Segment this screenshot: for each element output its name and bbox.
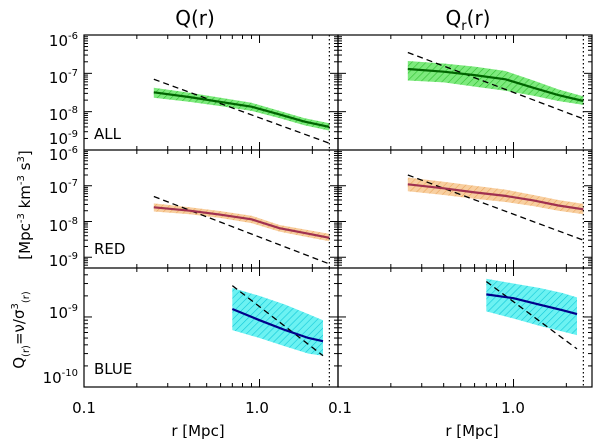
y-tick-label: 10-6 <box>49 31 78 50</box>
y-axis-label-q: Q(r)=ν/σ3(r) <box>10 291 32 369</box>
x-tick-label: 1.0 <box>245 399 269 417</box>
y-tick-label: 10-8 <box>49 105 78 124</box>
series-line <box>486 293 578 316</box>
y-tick-label: 10-9 <box>49 129 78 148</box>
error-band <box>486 278 577 336</box>
y-axis-label-units: [Mpc-3 km-3 s3] <box>16 150 34 259</box>
column-title-right: Qr(r) <box>446 6 491 34</box>
error-band <box>407 61 584 105</box>
row-label-blue: BLUE <box>94 360 132 378</box>
row-label-all: ALL <box>94 125 122 143</box>
x-axis-label-left: r [Mpc] <box>171 422 224 440</box>
column-title-left: Q(r) <box>175 6 215 30</box>
error-band <box>153 203 330 242</box>
row-label-red: RED <box>94 240 125 258</box>
series-line <box>407 67 584 103</box>
series-line <box>231 307 324 343</box>
x-tick-label: 1.0 <box>501 399 525 417</box>
x-axis-label-right: r [Mpc] <box>445 422 498 440</box>
fit-line <box>231 285 324 357</box>
x-tick-label: 0.1 <box>72 399 96 417</box>
y-tick-label: 10-7 <box>49 178 78 197</box>
error-band <box>232 287 323 356</box>
y-tick-label: 10-6 <box>49 145 78 164</box>
fit-line <box>485 281 578 350</box>
y-tick-label: 10-9 <box>49 303 78 322</box>
y-tick-label: 10-8 <box>49 216 78 235</box>
x-tick-label: 0.1 <box>328 399 352 417</box>
panel-frame-right <box>337 34 593 388</box>
error-band <box>153 87 330 131</box>
y-tick-label: 10-7 <box>49 68 78 87</box>
y-tick-label: 10-9 <box>49 251 78 270</box>
series-line <box>407 183 584 211</box>
y-tick-label: 10-10 <box>43 368 78 387</box>
fit-line <box>153 78 330 144</box>
series-line <box>153 91 330 128</box>
series-line <box>153 206 330 239</box>
fit-line <box>153 195 330 265</box>
fit-line <box>407 174 584 241</box>
fit-line <box>407 51 584 120</box>
